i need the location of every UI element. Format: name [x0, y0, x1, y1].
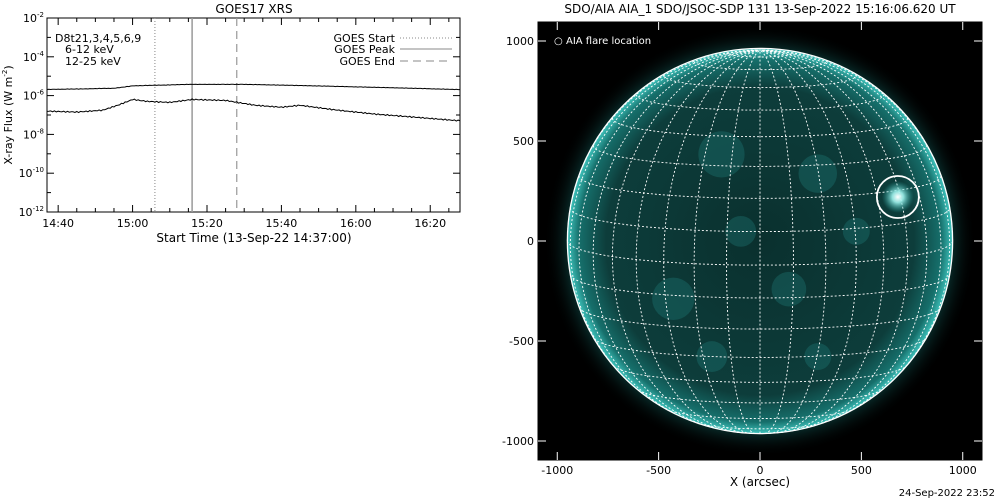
- goes-y-axis-label: X-ray Flux (W m-2): [1, 65, 15, 164]
- goes-x-ticks: 14:40 15:00 15:20 15:40 16:00 16:20: [42, 18, 450, 230]
- grid-line: [666, 408, 854, 420]
- goes-x-axis-label: Start Time (13-Sep-22 14:37:00): [156, 231, 351, 245]
- flare-brightening: [881, 181, 914, 213]
- goes-y-tick-label: 10-12: [19, 205, 44, 219]
- aia-y-tick-label: -500: [509, 335, 534, 348]
- goes-y-tick-label: 10-10: [19, 166, 44, 180]
- goes-x-tick-label: 15:40: [266, 217, 298, 230]
- goes-event-lines: [154, 18, 238, 212]
- grid-line: [759, 49, 827, 434]
- active-region: [842, 217, 870, 245]
- grid-line: [726, 52, 794, 58]
- goes-xrs-panel: GOES17 XRS 10-12 10-10 10-8 10-6 10-4 10-2 14…: [1, 2, 461, 245]
- render-timestamp: 24-Sep-2022 23:52: [899, 488, 995, 499]
- flare-location-legend-label: AIA flare location: [566, 36, 651, 47]
- flare-location-circle: [875, 175, 920, 219]
- legend-goes-end-label: GOES End: [339, 55, 395, 68]
- goes-chart-title: GOES17 XRS: [215, 2, 292, 16]
- grid-line: [759, 49, 908, 432]
- grid-line: [612, 49, 761, 432]
- aia-x-tick-label: 500: [851, 464, 872, 477]
- goes-series-long: [47, 83, 460, 91]
- active-region: [652, 277, 695, 320]
- flare-marker: [875, 175, 920, 219]
- aia-y-tick-label: 0: [527, 235, 534, 248]
- grid-line: [569, 274, 951, 299]
- goes-series: [47, 83, 460, 122]
- grid-line: [759, 49, 857, 434]
- aia-x-tick-label: -1000: [541, 464, 573, 477]
- goes-y-tick-label: 10-8: [23, 127, 44, 141]
- grid-line: [635, 49, 761, 433]
- grid-line: [759, 49, 951, 395]
- active-region: [725, 215, 757, 247]
- grid-line: [759, 49, 885, 433]
- grid-line: [569, 49, 761, 395]
- aia-y-ticks: -1000 -500 0 500 1000: [502, 35, 982, 448]
- grid-line: [693, 49, 761, 434]
- grid-line: [613, 366, 907, 383]
- legend-goes-start-label: GOES Start: [334, 32, 396, 45]
- legend-item-12-25kev: 12-25 keV: [65, 55, 121, 68]
- active-region: [771, 271, 807, 307]
- aia-x-tick-label: 1000: [949, 464, 977, 477]
- aia-y-tick-label: 500: [513, 135, 534, 148]
- goes-y-tick-label: 10-2: [23, 11, 44, 25]
- flare-location-legend-icon: ○: [554, 36, 563, 47]
- aia-image-title: SDO/AIA AIA_1 SDO/JSOC-SDP 131 13-Sep-20…: [564, 2, 956, 16]
- aia-x-tick-label: 0: [757, 464, 764, 477]
- solar-limb: [566, 47, 954, 435]
- goes-y-ticks: 10-12 10-10 10-8 10-6 10-4 10-2: [19, 11, 460, 219]
- grid-line: [726, 49, 761, 434]
- grid-line: [759, 49, 928, 429]
- aia-x-ticks: -1000 -500 0 500 1000: [541, 22, 977, 477]
- goes-series-short: [47, 98, 460, 122]
- aia-y-tick-label: -1000: [502, 435, 534, 448]
- goes-header-label: D8t21,3,4,5,6,9: [55, 32, 141, 45]
- grid-line: [759, 49, 794, 434]
- active-region: [804, 343, 832, 371]
- goes-x-tick-label: 15:20: [191, 217, 223, 230]
- grid-line: [569, 207, 951, 233]
- legend-goes-peak-label: GOES Peak: [334, 43, 395, 56]
- goes-y-tick-label: 10-6: [23, 89, 45, 103]
- active-region: [798, 154, 838, 193]
- goes-x-tick-label: 16:20: [414, 217, 446, 230]
- grid-line: [592, 49, 761, 429]
- active-region: [698, 131, 745, 178]
- goes-x-tick-label: 14:40: [42, 217, 74, 230]
- aia-y-tick-label: 1000: [506, 35, 534, 48]
- aia-x-tick-label: -500: [646, 464, 671, 477]
- aia-image-panel: SDO/AIA AIA_1 SDO/JSOC-SDP 131 13-Sep-20…: [502, 2, 995, 499]
- aia-x-axis-label: X (arcsec): [730, 475, 790, 489]
- heliographic-grid: [566, 47, 954, 435]
- grid-line: [578, 175, 942, 199]
- goes-y-tick-label: 10-4: [23, 50, 45, 64]
- goes-x-tick-label: 16:00: [340, 217, 372, 230]
- legend-item-6-12kev: 6-12 keV: [65, 43, 114, 56]
- grid-line: [579, 307, 941, 330]
- grid-line: [663, 49, 761, 434]
- goes-x-tick-label: 15:00: [117, 217, 149, 230]
